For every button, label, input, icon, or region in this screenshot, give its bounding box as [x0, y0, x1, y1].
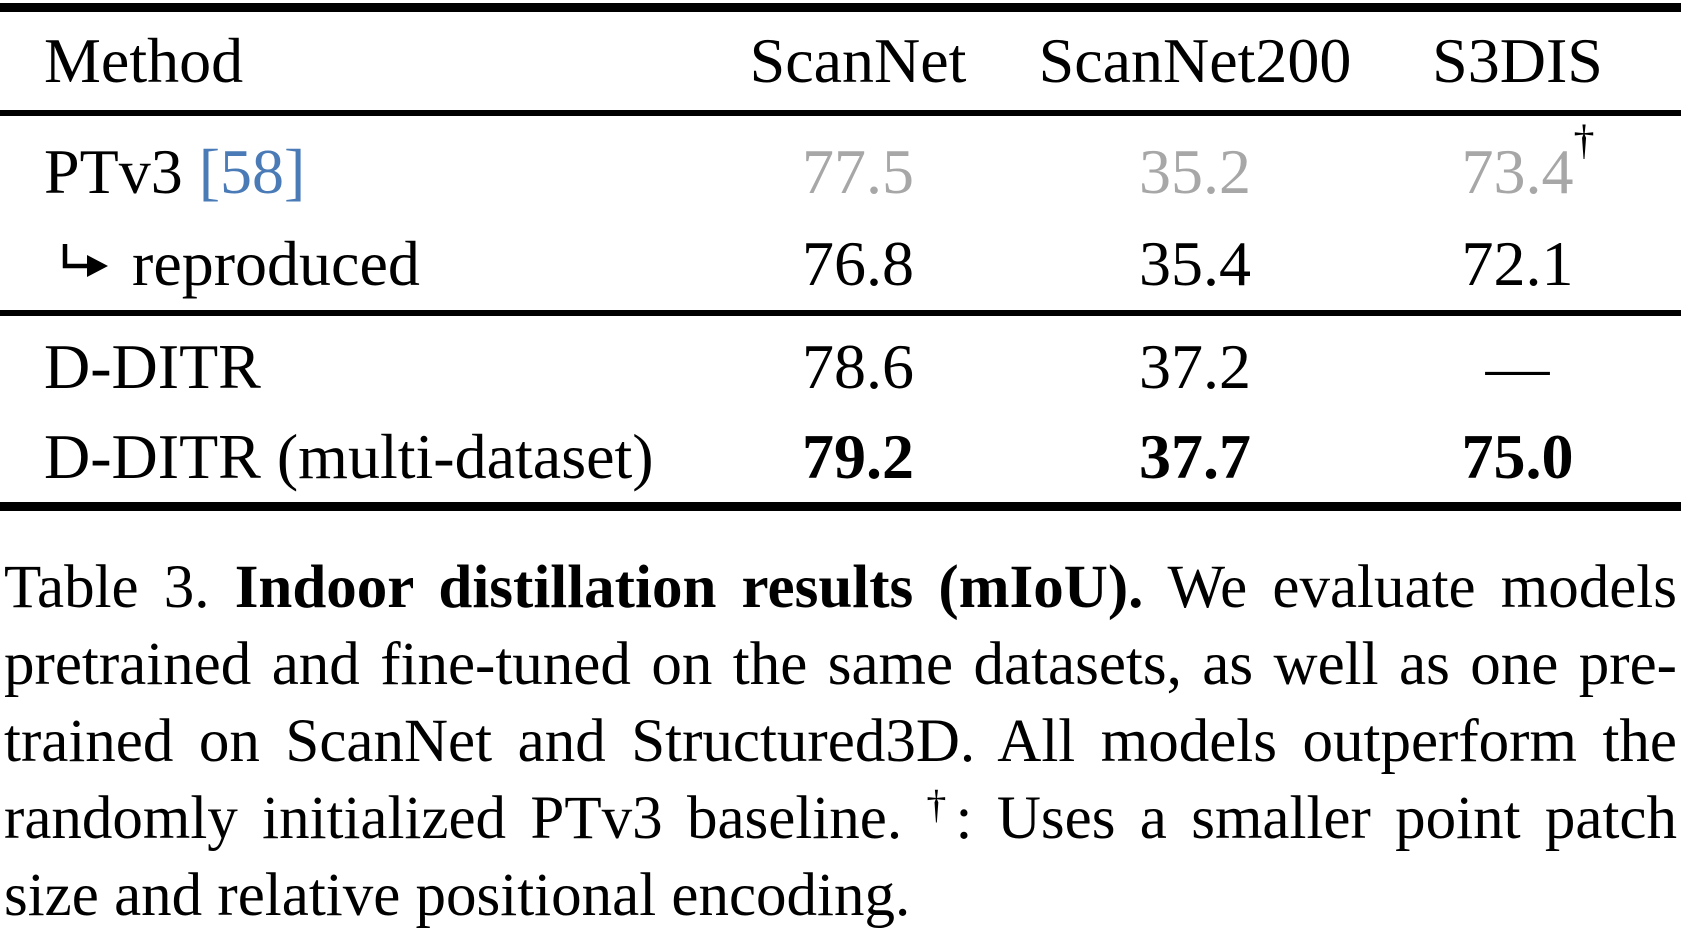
caption-table-label: Table 3. — [4, 554, 235, 621]
table-row-dditr: D-DITR 78.6 37.2 — — [0, 322, 1681, 412]
value-dditr-s3dis: — — [1485, 331, 1550, 402]
ours-section: D-DITR 78.6 37.2 — D-DITR (multi-dataset… — [0, 316, 1681, 502]
col-header-scannet200: ScanNet200 — [1038, 25, 1352, 96]
value-dditr-multi-s3dis: 75.0 — [1461, 421, 1574, 492]
hook-right-arrow-icon — [62, 244, 108, 277]
table-header-row: Method ScanNet ScanNet200 S3DIS — [0, 12, 1681, 110]
method-reproduced: reproduced — [0, 232, 680, 296]
col-header-s3dis: S3DIS — [1432, 25, 1603, 96]
dagger-icon: † — [1573, 118, 1595, 164]
col-header-method: Method — [44, 25, 244, 96]
value-reproduced-s3dis: 72.1 — [1461, 228, 1574, 299]
caption-line-1-rest: We evaluate models — [1143, 554, 1677, 621]
col-header-scannet: ScanNet — [749, 25, 967, 96]
caption-line-2: pretrained and fine-tuned on the same da… — [4, 631, 1677, 698]
method-ptv3-label: PTv3 — [44, 136, 199, 207]
caption-line-3: trained on ScanNet and Structured3D. All… — [4, 708, 1677, 775]
method-dditr: D-DITR — [44, 331, 261, 402]
caption-line-4-rest: : Uses a smaller point patch — [955, 785, 1677, 852]
caption-line-1: Table 3. Indoor distillation results (mI… — [4, 549, 1677, 626]
table-mid-rule-1 — [0, 110, 1681, 116]
caption-dagger-icon: † — [926, 782, 956, 827]
value-ptv3-s3dis: 73.4 — [1461, 136, 1574, 207]
caption-title-bold: Indoor distillation results (mIoU). — [234, 554, 1144, 621]
method-dditr-multi: D-DITR (multi-dataset) — [44, 421, 654, 492]
value-dditr-scannet: 78.6 — [802, 331, 914, 402]
value-reproduced-scannet: 76.8 — [802, 228, 914, 299]
value-dditr-scannet200: 37.2 — [1139, 331, 1251, 402]
table-row-reproduced: reproduced 76.8 35.4 72.1 — [0, 218, 1681, 310]
table-row-ptv3: PTv3 [58] 77.5 35.2 73.4 † — [0, 120, 1681, 218]
value-ptv3-scannet200: 35.2 — [1139, 136, 1251, 207]
method-ptv3: PTv3 [58] — [0, 140, 680, 204]
table-top-rule — [0, 3, 1681, 12]
caption-line-5: size and relative positional encoding. — [4, 862, 911, 929]
caption-line-4-pre: randomly initialized PTv3 baseline. — [4, 785, 927, 852]
value-dditr-multi-scannet200: 37.7 — [1139, 421, 1251, 492]
baseline-section: PTv3 [58] 77.5 35.2 73.4 † reproduced 76.… — [0, 116, 1681, 310]
results-table: Method ScanNet ScanNet200 S3DIS PTv3 [58… — [0, 3, 1681, 511]
value-ptv3-scannet: 77.5 — [802, 136, 914, 207]
table-bottom-rule — [0, 502, 1681, 511]
table-row-dditr-multi: D-DITR (multi-dataset) 79.2 37.7 75.0 — [0, 412, 1681, 502]
method-reproduced-label: reproduced — [132, 228, 420, 299]
table-mid-rule-2 — [0, 310, 1681, 316]
caption-line-4: randomly initialized PTv3 baseline. †: U… — [4, 780, 1677, 857]
value-reproduced-scannet200: 35.4 — [1139, 228, 1251, 299]
citation-link-58[interactable]: [58] — [198, 136, 306, 207]
value-dditr-multi-scannet: 79.2 — [802, 421, 914, 492]
value-ptv3-s3dis-cell: 73.4 † — [1354, 120, 1681, 204]
table-caption: Table 3. Indoor distillation results (mI… — [4, 549, 1677, 934]
